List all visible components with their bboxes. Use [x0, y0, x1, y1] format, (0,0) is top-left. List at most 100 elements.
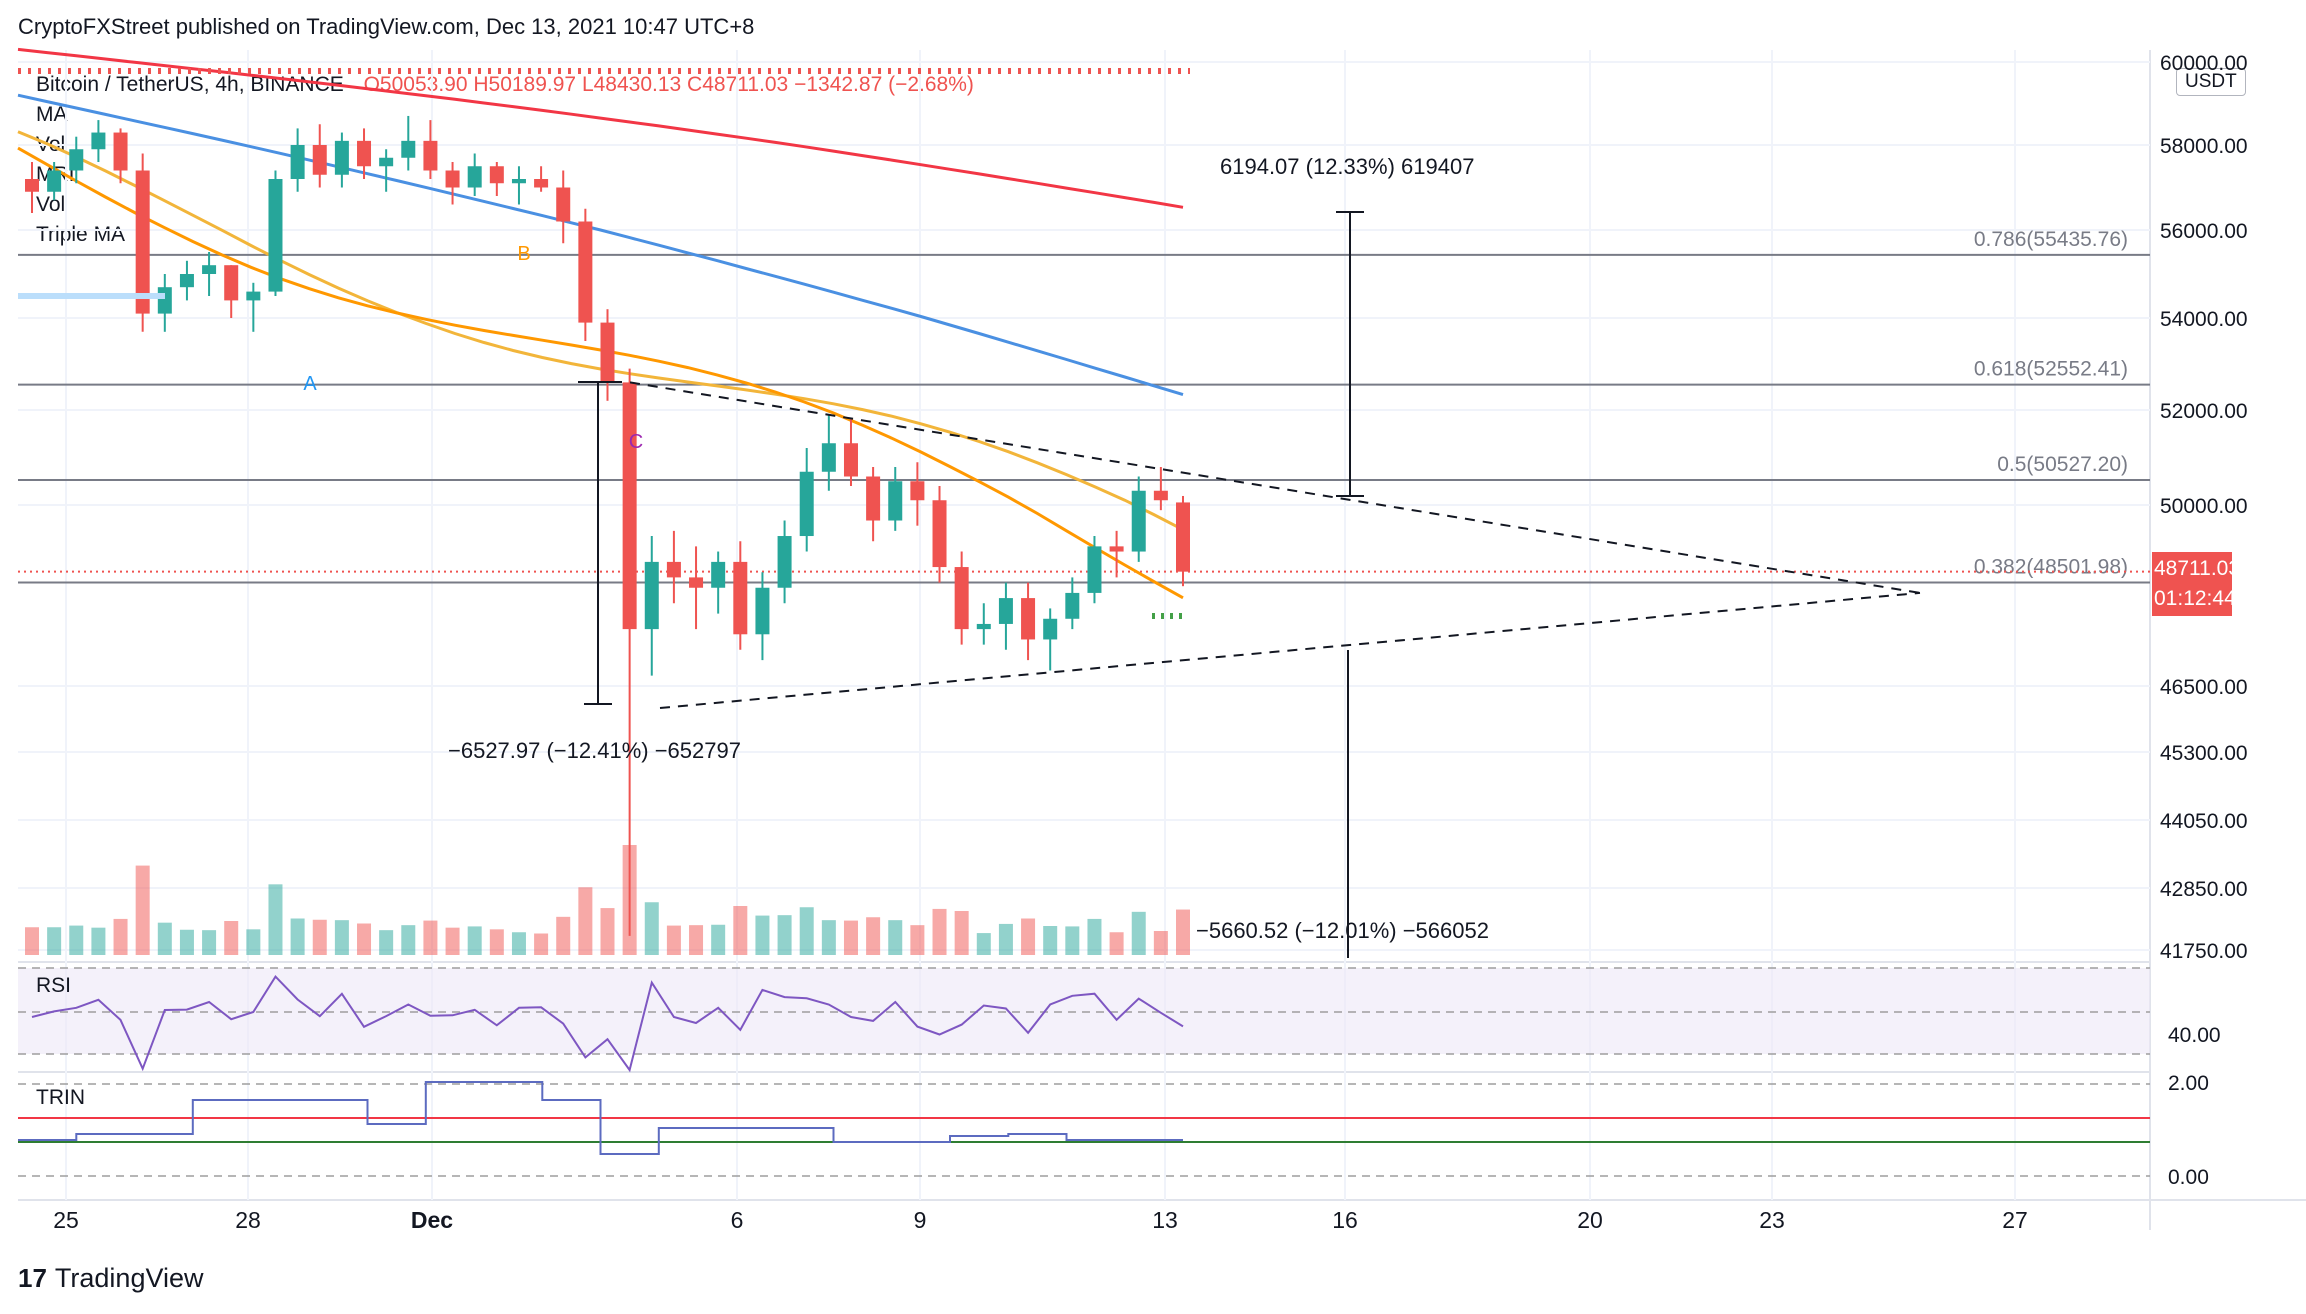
candle-body — [1131, 490, 1146, 552]
price-axis-label: 50000.00 — [2160, 495, 2248, 518]
volume-bar — [423, 920, 438, 955]
time-axis-label: 20 — [1577, 1207, 1603, 1233]
price-axis-label: 44050.00 — [2160, 810, 2248, 833]
candle-body — [666, 561, 681, 578]
volume-bar — [534, 933, 549, 955]
candle-body — [866, 476, 881, 521]
volume-bar — [91, 927, 106, 955]
volume-bar — [157, 922, 172, 955]
legend-indicator-vol2[interactable]: Vol — [36, 193, 66, 216]
time-axis-label: 6 — [731, 1207, 744, 1233]
trin-title[interactable]: TRIN — [36, 1086, 85, 1109]
candle-body — [821, 443, 836, 472]
candle-body — [157, 287, 172, 314]
candle-body — [357, 140, 372, 167]
candle-body — [25, 179, 39, 192]
volume-bar — [1109, 932, 1124, 955]
time-axis-label: 9 — [914, 1207, 927, 1233]
candle-body — [711, 561, 726, 588]
candles — [25, 115, 1190, 936]
time-axis-label: 28 — [235, 1207, 261, 1233]
volume-bar — [1153, 931, 1168, 955]
price-axis-label: 54000.00 — [2160, 308, 2248, 331]
price-axis-label: 45300.00 — [2160, 742, 2248, 765]
candle-body — [600, 322, 615, 383]
time-axis-label: 23 — [1759, 1207, 1785, 1233]
legend-indicator-ma[interactable]: MA — [36, 103, 68, 126]
price-axis-label: 42850.00 — [2160, 878, 2248, 901]
candle-body — [290, 145, 305, 179]
volume-bar — [556, 916, 571, 955]
volume-bar — [600, 908, 615, 955]
legend-symbol[interactable]: Bitcoin / TetherUS, 4h, BINANCE — [36, 73, 344, 96]
candle-body — [489, 166, 504, 184]
footer-brand-name: TradingView — [54, 1263, 204, 1293]
candle-body — [202, 265, 217, 274]
price-axis-label: 56000.00 — [2160, 220, 2248, 243]
price-axis-label: 41750.00 — [2160, 940, 2248, 963]
volume-bar — [998, 923, 1013, 955]
volume-bar — [246, 929, 261, 955]
price-axis-label: 52000.00 — [2160, 400, 2248, 423]
volume-bar — [179, 929, 194, 955]
volume-bar — [711, 924, 726, 955]
volume-bar — [224, 921, 239, 955]
candle-body — [1043, 618, 1058, 640]
rsi-axis-label: 40.00 — [2168, 1024, 2221, 1047]
last-price-value: 48711.03 — [2154, 557, 2241, 580]
volume-bar — [888, 920, 903, 955]
volume-bar — [25, 927, 39, 955]
volume-bar — [334, 920, 349, 955]
legend-symbol-row: Bitcoin / TetherUS, 4h, BINANCE O50053.9… — [36, 70, 974, 100]
volume-bar — [445, 927, 460, 955]
rsi-title[interactable]: RSI — [36, 974, 72, 997]
candle-body — [401, 140, 416, 158]
pattern-label: A — [303, 373, 317, 395]
volume-bar — [821, 920, 836, 955]
volume-bar — [1065, 926, 1080, 955]
legend-ohlc: O50053.90 H50189.97 L48430.13 C48711.03 … — [363, 73, 974, 96]
candle-body — [467, 166, 482, 188]
candle-body — [268, 179, 283, 292]
volume-bar — [1087, 918, 1102, 955]
candle-body — [445, 170, 460, 188]
candle-body — [1065, 592, 1080, 619]
time-axis-label: Dec — [411, 1207, 453, 1233]
price-axis-label: 46500.00 — [2160, 676, 2248, 699]
trin-line — [18, 1081, 1183, 1155]
time-axis-label: 16 — [1332, 1207, 1358, 1233]
candle-body — [644, 561, 659, 630]
candle-body — [733, 561, 748, 635]
candle-body — [91, 132, 106, 150]
rsi-pane: 40.00 — [18, 967, 2221, 1073]
volume-bar — [1021, 918, 1036, 955]
volume-bar — [777, 915, 792, 955]
legend-indicator-triple-ma[interactable]: Triple MA — [36, 223, 126, 246]
trin-pane: 2.00 0.00 — [18, 1072, 2209, 1189]
volume-bar — [467, 926, 482, 955]
candle-body — [1176, 502, 1190, 572]
volume-bar — [799, 907, 814, 955]
candle-body — [910, 481, 925, 501]
candle-body — [578, 221, 593, 323]
currency-unit-badge[interactable]: USDT — [2176, 68, 2246, 96]
pattern-label: C — [629, 431, 643, 453]
candle-body — [799, 471, 814, 537]
measure-up-label: 6194.07 (12.33%) 619407 — [1220, 154, 1474, 179]
fib-level-label: 0.786(55435.76) — [1974, 228, 2128, 251]
volume-bar — [755, 915, 770, 955]
candle-body — [334, 140, 349, 175]
volume-bars — [25, 845, 1190, 955]
volume-bar — [843, 920, 858, 955]
publisher-header: CryptoFXStreet published on TradingView.… — [18, 14, 755, 39]
rsi-band — [18, 968, 2150, 1054]
candle-body — [954, 567, 969, 630]
footer-brand[interactable]: 17 TradingView — [18, 1263, 204, 1294]
measure-down-label: −6527.97 (−12.41%) −652797 — [448, 738, 741, 763]
volume-bar — [954, 911, 969, 955]
candle-body — [423, 140, 438, 171]
fib-level-label: 0.382(48501.98) — [1974, 555, 2128, 578]
trin-axis-label: 2.00 — [2168, 1072, 2209, 1095]
time-axis-label: 13 — [1152, 1207, 1178, 1233]
chart-canvas[interactable]: 0.786(55435.76) 0.618(52552.41) 0.5(50527.… — [0, 0, 2306, 1250]
